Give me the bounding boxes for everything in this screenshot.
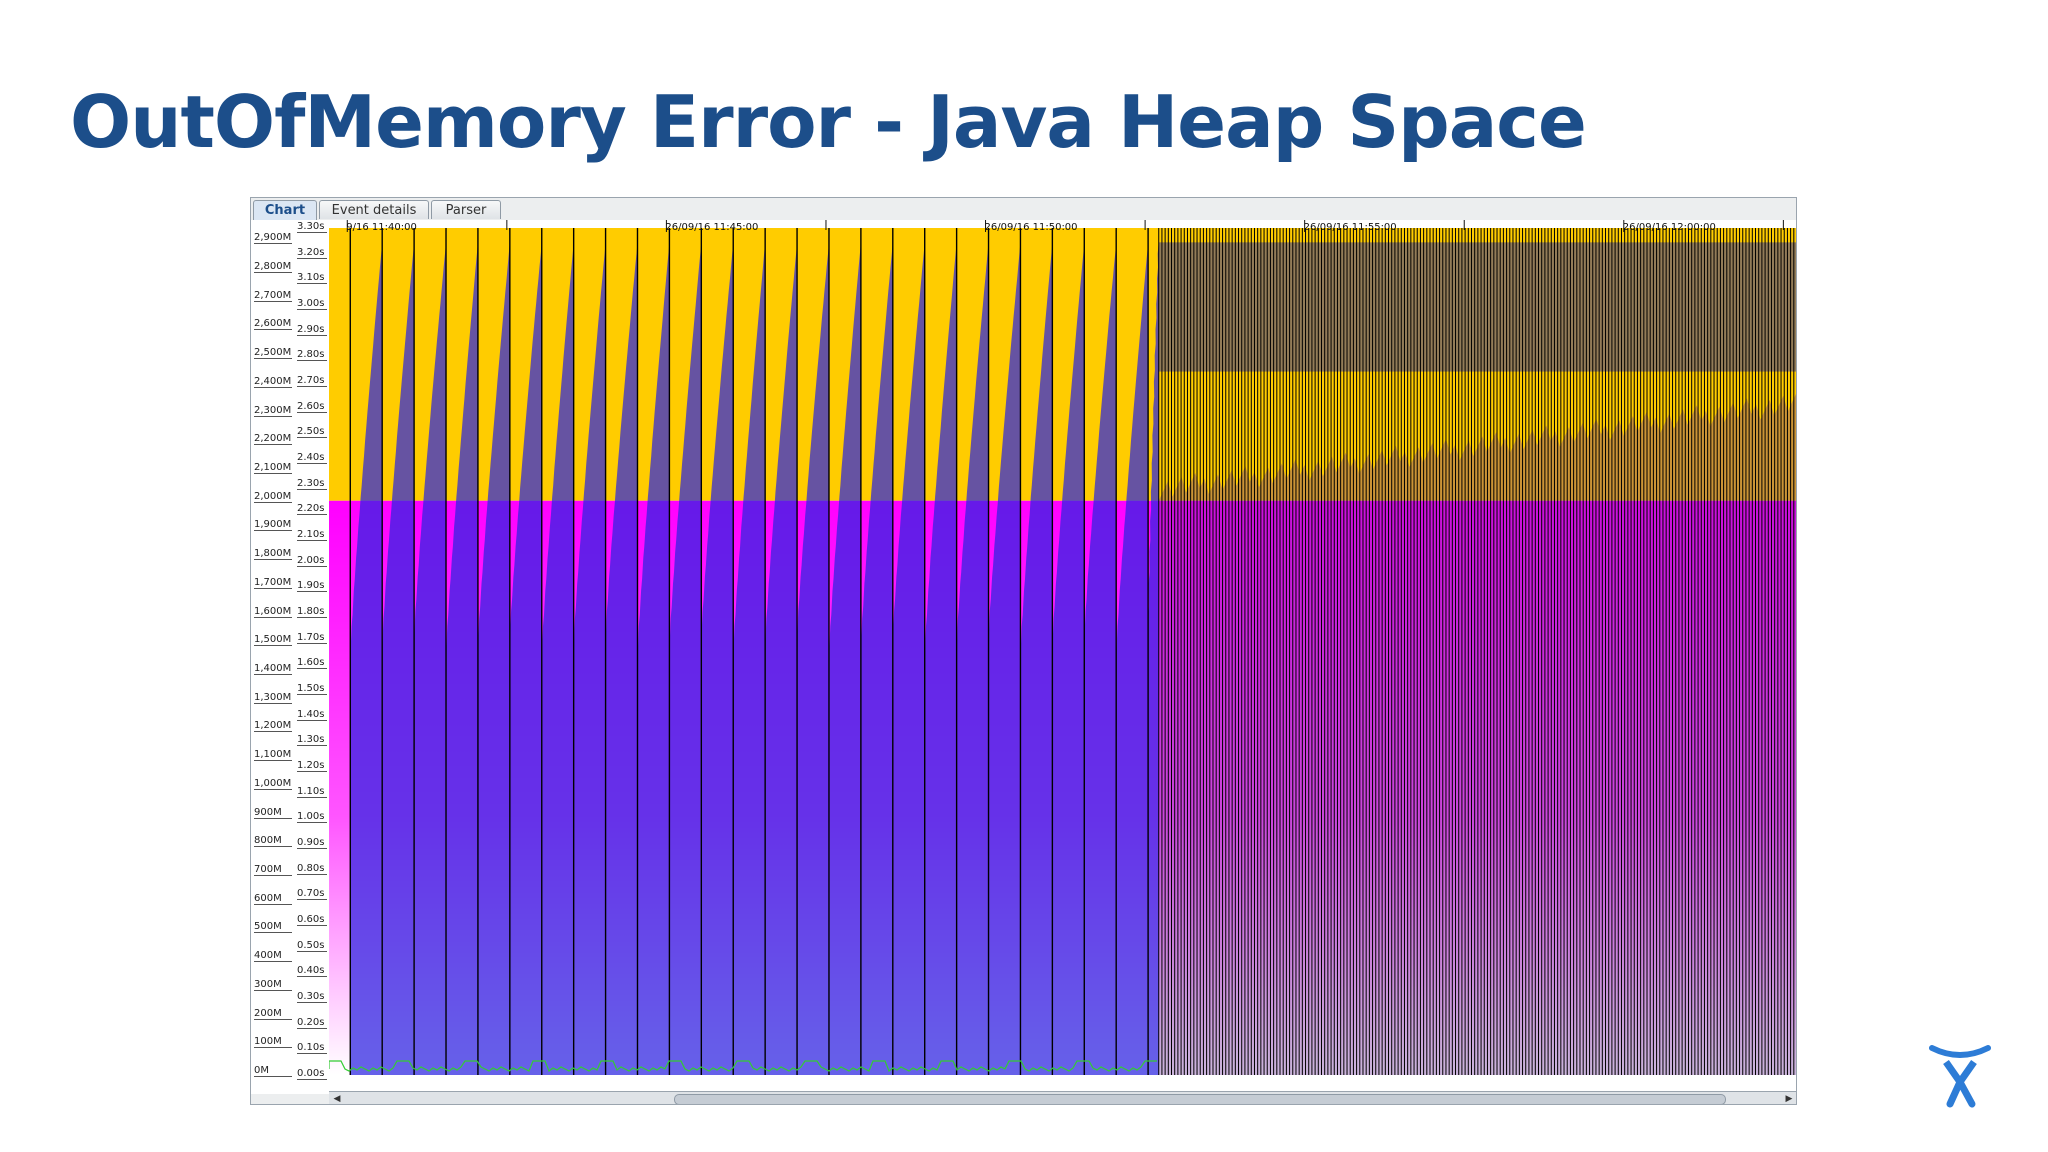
pause-tick-label: 1.20s (297, 760, 327, 772)
memory-tick-label: 1,400M (254, 663, 292, 676)
memory-tick-label: 1,000M (254, 777, 292, 790)
memory-tick-label: 900M (254, 807, 292, 819)
memory-tick-label: 200M (254, 1008, 292, 1020)
x-tick-label: 26/09/16 11:45:00 (665, 222, 759, 233)
memory-tick-label: 1,200M (254, 720, 292, 733)
x-tick-label: 9/16 11:40:00 (346, 222, 417, 233)
memory-tick-label: 2,300M (254, 404, 292, 417)
pause-tick-label: 2.40s (297, 452, 327, 464)
pause-time-axis: 3.30s 3.20s 3.10s 3.00s 2.90s 2.80s 2.70s 2.60s… (295, 220, 329, 1094)
gc-chart-plot: 9/16 11:40:00 26/09/16 11:45:00 26/09/16 1… (329, 220, 1796, 1094)
pause-tick-label: 1.80s (297, 606, 327, 618)
pause-tick-label: 0.30s (297, 991, 327, 1003)
x-tick-label: 26/09/16 11:55:00 (1303, 222, 1397, 233)
pause-tick-label: 0.20s (297, 1017, 327, 1029)
pause-tick-label: 2.20s (297, 503, 327, 516)
memory-tick-label: 100M (254, 1036, 292, 1049)
pause-tick-label: 0.00s (297, 1068, 327, 1080)
pause-tick-label: 1.40s (297, 709, 327, 721)
pause-tick-label: 0.70s (297, 888, 327, 901)
pause-tick-label: 0.60s (297, 914, 327, 926)
memory-tick-label: 0M (254, 1065, 292, 1077)
pause-tick-label: 3.10s (297, 272, 327, 285)
pause-tick-label: 2.50s (297, 426, 327, 439)
pause-tick-label: 1.50s (297, 683, 327, 695)
pause-tick-label: 2.10s (297, 529, 327, 541)
pause-tick-label: 0.80s (297, 863, 327, 875)
tab-event-details[interactable]: Event details (319, 200, 429, 219)
gc-chart-svg (329, 220, 1796, 1076)
memory-tick-label: 2,000M (254, 490, 292, 503)
pause-tick-label: 3.30s (297, 221, 327, 233)
memory-tick-label: 1,100M (254, 749, 292, 762)
memory-tick-label: 2,500M (254, 347, 292, 360)
memory-tick-label: 800M (254, 835, 292, 848)
pause-tick-label: 1.60s (297, 657, 327, 670)
horizontal-scrollbar[interactable]: ◀ ▶ (329, 1091, 1796, 1104)
memory-tick-label: 1,700M (254, 576, 292, 589)
memory-tick-label: 300M (254, 979, 292, 991)
memory-tick-label: 500M (254, 921, 292, 934)
scrollbar-thumb[interactable] (674, 1094, 1726, 1104)
x-tick-label: 26/09/16 11:50:00 (984, 222, 1078, 233)
memory-tick-label: 1,300M (254, 691, 292, 704)
atlassian-logo-icon (1929, 1045, 1991, 1108)
memory-tick-label: 2,200M (254, 433, 292, 446)
pause-tick-label: 2.00s (297, 555, 327, 567)
scroll-left-icon[interactable]: ◀ (333, 1094, 341, 1104)
memory-tick-label: 2,700M (254, 289, 292, 302)
gc-viewer-window: Chart Event details Parser 2,900M 2,800M 2… (250, 197, 1797, 1105)
memory-tick-label: 400M (254, 950, 292, 963)
pause-tick-label: 1.30s (297, 734, 327, 747)
pause-tick-label: 0.10s (297, 1042, 327, 1055)
memory-tick-label: 1,600M (254, 605, 292, 618)
pause-tick-label: 0.40s (297, 965, 327, 978)
tab-parser[interactable]: Parser (431, 200, 501, 219)
memory-tick-label: 2,600M (254, 318, 292, 331)
x-tick-label: 26/09/16 12:00:00 (1622, 222, 1716, 233)
pause-tick-label: 1.10s (297, 786, 327, 798)
gc-pause-line (329, 1060, 1157, 1072)
memory-tick-label: 2,800M (254, 261, 292, 274)
memory-tick-label: 1,900M (254, 519, 292, 532)
memory-tick-label: 2,400M (254, 375, 292, 388)
memory-tick-label: 2,900M (254, 232, 292, 245)
pause-tick-label: 0.50s (297, 940, 327, 952)
scroll-right-icon[interactable]: ▶ (1785, 1094, 1793, 1104)
pause-tick-label: 1.90s (297, 580, 327, 593)
pause-tick-label: 2.30s (297, 478, 327, 490)
pause-tick-label: 3.20s (297, 247, 327, 259)
tab-chart[interactable]: Chart (253, 200, 317, 221)
pause-tick-label: 1.70s (297, 632, 327, 644)
memory-tick-label: 1,500M (254, 634, 292, 647)
pause-tick-label: 2.70s (297, 375, 327, 387)
pause-tick-label: 0.90s (297, 837, 327, 849)
slide-title: OutOfMemory Error - Java Heap Space (70, 80, 1587, 164)
memory-tick-label: 600M (254, 893, 292, 905)
memory-tick-label: 2,100M (254, 462, 292, 475)
pause-tick-label: 1.00s (297, 811, 327, 824)
pause-tick-label: 2.90s (297, 324, 327, 336)
memory-tick-label: 700M (254, 864, 292, 877)
pause-tick-label: 2.80s (297, 349, 327, 362)
tab-bar: Chart Event details Parser (251, 198, 1796, 221)
pause-tick-label: 3.00s (297, 298, 327, 310)
memory-tick-label: 1,800M (254, 548, 292, 561)
pause-tick-label: 2.60s (297, 401, 327, 413)
memory-axis: 2,900M 2,800M 2,700M 2,600M 2,500M 2,400M 2,30… (251, 220, 295, 1094)
